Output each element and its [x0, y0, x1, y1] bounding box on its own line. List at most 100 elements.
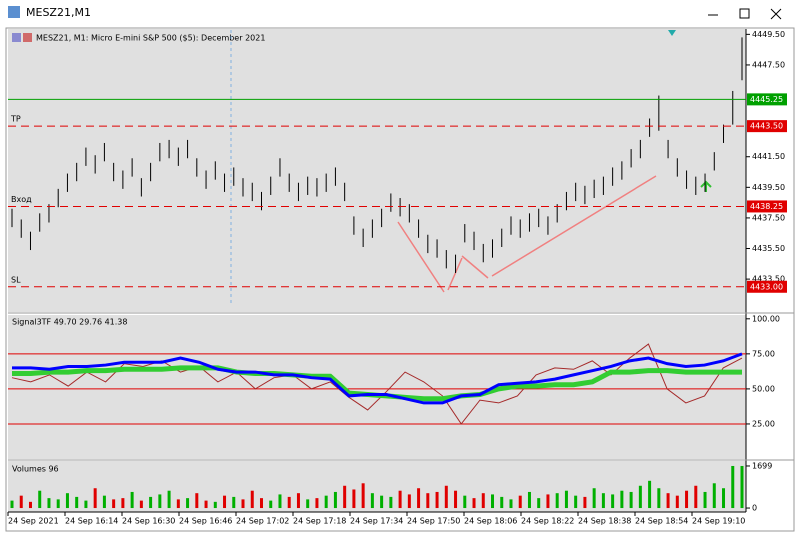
volume-bar	[435, 491, 439, 509]
signal-arrow	[700, 180, 712, 192]
volume-bar	[232, 496, 236, 509]
volume-bar	[149, 496, 153, 509]
time-label: 24 Sep 16:46	[179, 517, 232, 526]
chart-icon	[23, 33, 32, 42]
volume-bar	[574, 495, 578, 509]
indicator-label: Signal3TF 49.70 29.76 41.38	[12, 318, 128, 327]
volume-bar	[56, 499, 60, 509]
volume-bar	[527, 491, 531, 509]
volume-bar	[84, 500, 88, 509]
volume-bar	[343, 485, 347, 509]
volume-bar	[694, 485, 698, 509]
volume-bar	[611, 494, 615, 509]
volume-bar	[223, 495, 227, 509]
level-name: SL	[11, 275, 21, 284]
volume-bar	[361, 483, 365, 509]
y-tick-label: 0	[752, 504, 757, 513]
time-label: 24 Sep 16:14	[65, 517, 118, 526]
volume-bar	[472, 498, 476, 509]
y-tick-label: 4449.50	[752, 30, 785, 39]
y-tick-label: 4441.50	[752, 152, 785, 161]
volume-bar	[712, 483, 716, 509]
volume-bar	[93, 488, 97, 509]
volume-bar	[481, 493, 485, 509]
volume-bar	[537, 498, 541, 509]
price-tag-label: 4443.50	[750, 122, 783, 131]
volume-bar	[176, 499, 180, 509]
volume-bar	[324, 495, 328, 509]
volume-bar	[601, 493, 605, 509]
volume-bar	[444, 485, 448, 509]
volume-bar	[583, 496, 587, 509]
trend-line	[397, 175, 657, 293]
price-panel	[8, 29, 746, 312]
volume-bar	[259, 498, 263, 509]
app-icon	[8, 6, 20, 18]
volume-bar	[518, 495, 522, 509]
time-label: 24 Sep 17:50	[407, 517, 460, 526]
volume-bar	[666, 493, 670, 509]
y-tick-label: 1699	[752, 461, 772, 470]
time-label: 24 Sep 19:10	[692, 517, 745, 526]
volume-bar	[370, 493, 374, 509]
volume-bar	[204, 500, 208, 509]
chart-header: MESZ21, M1: Micro E-mini S&P 500 ($5): D…	[36, 34, 265, 43]
volume-bar	[38, 490, 42, 509]
time-label: 24 Sep 17:34	[350, 517, 403, 526]
volume-bar	[139, 500, 143, 509]
volume-bar	[121, 498, 125, 509]
price-tag-label: 4445.25	[750, 95, 783, 104]
volume-bar	[463, 495, 467, 509]
level-name: Вход	[11, 195, 32, 204]
volume-bar	[657, 488, 661, 509]
maximize[interactable]	[739, 8, 750, 19]
volume-bar	[638, 485, 642, 509]
volume-bar	[500, 496, 504, 509]
time-label: 24 Sep 18:06	[464, 517, 517, 526]
volume-bar	[278, 494, 282, 509]
volume-bar	[167, 490, 171, 509]
time-label: 24 Sep 18:54	[635, 517, 688, 526]
indicator-panel	[8, 315, 746, 459]
y-tick-label: 4437.50	[752, 213, 785, 222]
price-tag-label: 4438.25	[750, 202, 783, 211]
price-tag	[747, 93, 787, 106]
window-title: MESZ21,M1	[26, 6, 91, 19]
indicator-line	[11, 343, 743, 425]
volume-bar	[352, 489, 356, 509]
close[interactable]	[770, 8, 782, 20]
volume-bar	[158, 494, 162, 509]
volume-bar	[47, 498, 51, 509]
y-tick-label: 100.00	[752, 314, 780, 323]
label-bg	[12, 316, 122, 328]
time-label: 24 Sep 17:18	[293, 517, 346, 526]
volume-bar	[509, 499, 513, 509]
volume-bar	[102, 495, 106, 509]
volume-bar	[648, 480, 652, 509]
y-tick-label: 4435.50	[752, 244, 785, 253]
chart-icon	[12, 33, 21, 42]
volume-bar	[65, 493, 69, 509]
volume-bar	[306, 499, 310, 509]
volume-bar	[186, 498, 190, 509]
volume-bar	[426, 493, 430, 509]
indicator-line	[12, 352, 743, 405]
volume-bar	[417, 488, 421, 509]
volume-bar	[398, 490, 402, 509]
y-tick-label: 75.00	[752, 349, 775, 358]
volume-bar	[19, 495, 23, 509]
price-tag	[747, 120, 787, 133]
time-label: 24 Sep 18:38	[578, 517, 631, 526]
y-tick-label: 50.00	[752, 384, 775, 393]
volume-bar	[296, 493, 300, 509]
volume-bar	[28, 501, 32, 509]
price-tag	[747, 280, 787, 293]
volume-bar	[10, 500, 14, 509]
y-tick-label: 4447.50	[752, 60, 785, 69]
level-name: TP	[10, 115, 21, 124]
volume-bar	[315, 498, 319, 509]
price-tag-label: 4433.00	[750, 282, 783, 291]
volume-bar	[555, 493, 559, 509]
volume-bar	[407, 494, 411, 509]
